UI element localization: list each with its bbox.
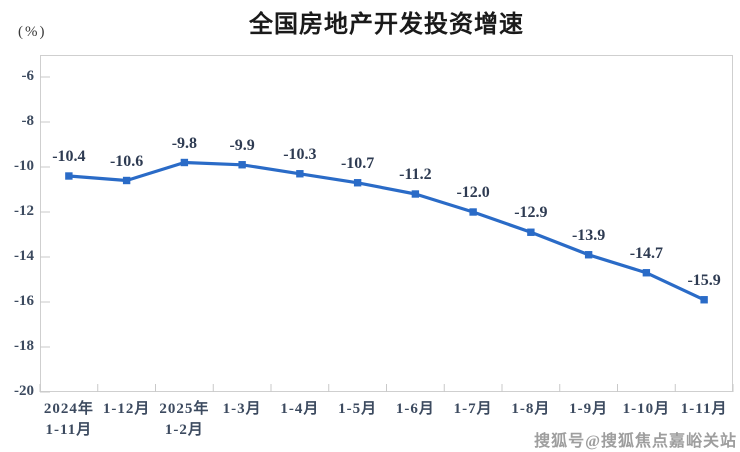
data-point-label: -15.9 bbox=[687, 271, 721, 289]
data-point-label: -9.8 bbox=[171, 134, 198, 152]
series-marker bbox=[411, 190, 420, 198]
data-point-label: -13.9 bbox=[571, 226, 606, 244]
watermark-text: 搜狐号@搜狐焦点嘉峪关站 bbox=[534, 433, 737, 450]
data-point-label: -10.6 bbox=[109, 152, 144, 170]
series-marker bbox=[469, 208, 477, 216]
y-axis-tick-label: -6 bbox=[21, 68, 35, 84]
y-axis-tick-label: -10 bbox=[14, 158, 34, 174]
chart-title: 全国房地产开发投资增速 bbox=[249, 11, 524, 38]
x-axis-tick-label: 1-10月 bbox=[622, 401, 671, 417]
series-marker bbox=[180, 158, 189, 167]
data-point-label: -14.7 bbox=[629, 244, 664, 262]
y-axis-tick-label: -18 bbox=[14, 338, 34, 354]
x-axis-tick-label: 1-4月 bbox=[280, 401, 320, 417]
y-axis-tick-label: -20 bbox=[14, 383, 34, 399]
series-marker bbox=[296, 170, 304, 178]
x-axis-tick-label: 1-6月 bbox=[395, 401, 435, 417]
x-axis-tick-label: 1-9月 bbox=[569, 401, 609, 417]
series-marker bbox=[700, 296, 708, 304]
x-axis-tick-label: 1-3月 bbox=[222, 401, 262, 417]
y-axis-unit-label: (%) bbox=[18, 24, 47, 40]
data-point-label: -10.4 bbox=[52, 148, 86, 165]
series-marker bbox=[584, 251, 593, 259]
x-axis-tick-label: 1-5月 bbox=[338, 401, 378, 417]
data-point-label: -12.9 bbox=[514, 204, 548, 222]
x-axis-tick-label: 2024年 1-11月 bbox=[43, 401, 94, 438]
plot-area bbox=[40, 55, 733, 392]
x-axis-tick-label: 1-8月 bbox=[511, 401, 551, 417]
series-marker bbox=[238, 161, 246, 169]
x-axis-tick-label: 2025年 1-2月 bbox=[159, 401, 210, 438]
x-axis-tick-label: 1-11月 bbox=[680, 401, 728, 417]
data-point-label: -9.9 bbox=[229, 136, 255, 154]
series-marker bbox=[65, 172, 73, 180]
data-point-label: -11.2 bbox=[399, 166, 432, 183]
series-marker bbox=[122, 176, 131, 185]
series-marker bbox=[527, 228, 535, 236]
x-axis-tick-label: 1-7月 bbox=[453, 401, 493, 417]
data-point-label: -10.3 bbox=[283, 145, 317, 163]
y-axis-tick-label: -16 bbox=[14, 293, 34, 309]
series-marker bbox=[642, 269, 651, 277]
data-point-label: -12.0 bbox=[456, 184, 490, 201]
series-marker bbox=[353, 179, 362, 187]
series-line bbox=[67, 160, 706, 302]
y-axis-tick-label: -12 bbox=[14, 203, 34, 219]
y-axis-tick-label: -14 bbox=[14, 248, 34, 264]
data-point-label: -10.7 bbox=[340, 154, 375, 172]
y-axis-tick-label: -8 bbox=[21, 113, 35, 129]
x-axis-tick-label: 1-12月 bbox=[102, 401, 151, 417]
